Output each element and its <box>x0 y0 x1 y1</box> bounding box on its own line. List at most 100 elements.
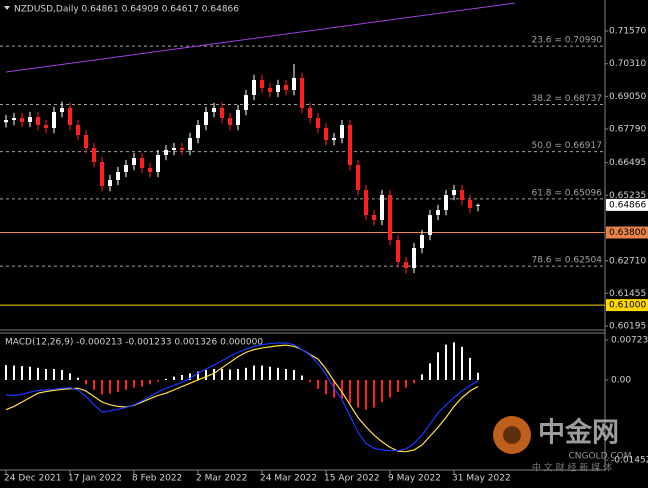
candle-body <box>260 79 264 89</box>
price-tag <box>606 299 648 312</box>
y-tick-label: 0.61455 <box>609 289 646 299</box>
candle-body <box>372 215 376 221</box>
x-tick-label: 24 Dec 2021 <box>4 474 62 484</box>
y-tick-label: 0.70310 <box>609 59 646 69</box>
x-tick-label: 24 Mar 2022 <box>260 474 317 484</box>
candle-body <box>132 158 136 166</box>
histogram-bar <box>397 379 399 393</box>
candle-body <box>252 79 256 96</box>
histogram-bar <box>197 371 199 380</box>
candle-body <box>68 107 72 126</box>
histogram-bar <box>445 344 447 380</box>
candle-body <box>84 135 88 149</box>
candle-body <box>420 235 424 249</box>
candle-body <box>428 215 432 236</box>
indicator-title: MACD(12,26,9) -0.000213 -0.001233 0.0013… <box>5 338 263 348</box>
candle-body <box>460 190 464 201</box>
y-tick-label: 0.66495 <box>609 158 646 168</box>
y-tick-label: -0.014529 <box>611 456 648 466</box>
candle-body <box>476 204 480 206</box>
histogram-bar <box>125 379 127 390</box>
histogram-bar <box>421 374 423 380</box>
x-tick-label: 31 May 2022 <box>452 474 511 484</box>
candle-body <box>116 172 120 181</box>
histogram-bar <box>413 379 415 384</box>
candle-body <box>172 148 176 151</box>
candle-body <box>412 248 416 269</box>
histogram-bar <box>309 379 311 383</box>
y-tick-label: 0.62710 <box>609 256 646 266</box>
histogram-bar <box>21 366 23 380</box>
candle-body <box>12 118 16 121</box>
indicator-line <box>5 344 479 453</box>
indicator-line <box>5 342 479 452</box>
watermark: 中金网 CNGOLD.COM 中 文 财 经 新 媒 体 <box>493 416 632 474</box>
watermark-site: CNGOLD.COM <box>568 452 631 462</box>
price-tag-label: 0.61000 <box>609 301 646 311</box>
watermark-name: 中金网 <box>538 417 619 449</box>
histogram-bar <box>101 379 103 395</box>
histogram-bar <box>133 379 135 388</box>
histogram-bar <box>373 379 375 408</box>
fib-label: 61.8 = 0.65096 <box>531 188 602 198</box>
candle-body <box>292 77 296 91</box>
candle-body <box>332 138 336 141</box>
histogram-bar <box>181 374 183 380</box>
histogram-bar <box>117 379 119 393</box>
watermark-slogan: 中 文 财 经 新 媒 体 <box>532 462 612 474</box>
histogram-bar <box>277 367 279 380</box>
y-tick-label: 0.71570 <box>609 27 646 37</box>
histogram-bar <box>477 372 479 380</box>
candle-body <box>308 107 312 119</box>
x-tick-label: 9 May 2022 <box>388 474 441 484</box>
histogram-bar <box>245 367 247 380</box>
y-tick-label: 0.67790 <box>609 125 646 135</box>
histogram-bar <box>53 368 55 380</box>
histogram-bar <box>45 368 47 380</box>
histogram-bar <box>221 368 223 380</box>
histogram-bar <box>325 379 327 395</box>
candle-body <box>380 195 384 221</box>
candle-body <box>28 117 32 122</box>
candle-body <box>124 165 128 173</box>
header-icon <box>4 6 10 10</box>
histogram-bar <box>341 379 343 399</box>
candle-body <box>404 262 408 269</box>
histogram-bar <box>437 352 439 380</box>
candle-body <box>204 112 208 126</box>
histogram-bar <box>189 373 191 380</box>
histogram-bar <box>29 366 31 380</box>
histogram-bar <box>37 367 39 380</box>
candle-body <box>140 158 144 169</box>
histogram-bar <box>405 379 407 388</box>
candle-body <box>468 200 472 209</box>
histogram-bar <box>157 379 159 382</box>
y-tick-label: 0.007237 <box>611 336 648 346</box>
trend-line <box>5 2 515 73</box>
candle-body <box>44 125 48 129</box>
candle-body <box>212 107 216 113</box>
histogram-bar <box>261 365 263 380</box>
candle-body <box>236 110 240 126</box>
candle-body <box>316 118 320 129</box>
candle-body <box>36 117 40 126</box>
candle-body <box>164 150 168 156</box>
candle-body <box>244 95 248 111</box>
histogram-bar <box>357 379 359 408</box>
price-tag <box>606 198 648 211</box>
histogram-bar <box>5 365 7 380</box>
histogram-bar <box>85 379 87 385</box>
histogram-bar <box>61 370 63 380</box>
histogram-bar <box>317 379 319 389</box>
histogram-bar <box>141 379 143 387</box>
candle-body <box>108 180 112 187</box>
candle-body <box>268 88 272 92</box>
histogram-bar <box>229 369 231 380</box>
candle-body <box>76 125 80 136</box>
candle-body <box>188 138 192 151</box>
candle-body <box>148 168 152 173</box>
histogram-bar <box>253 365 255 380</box>
